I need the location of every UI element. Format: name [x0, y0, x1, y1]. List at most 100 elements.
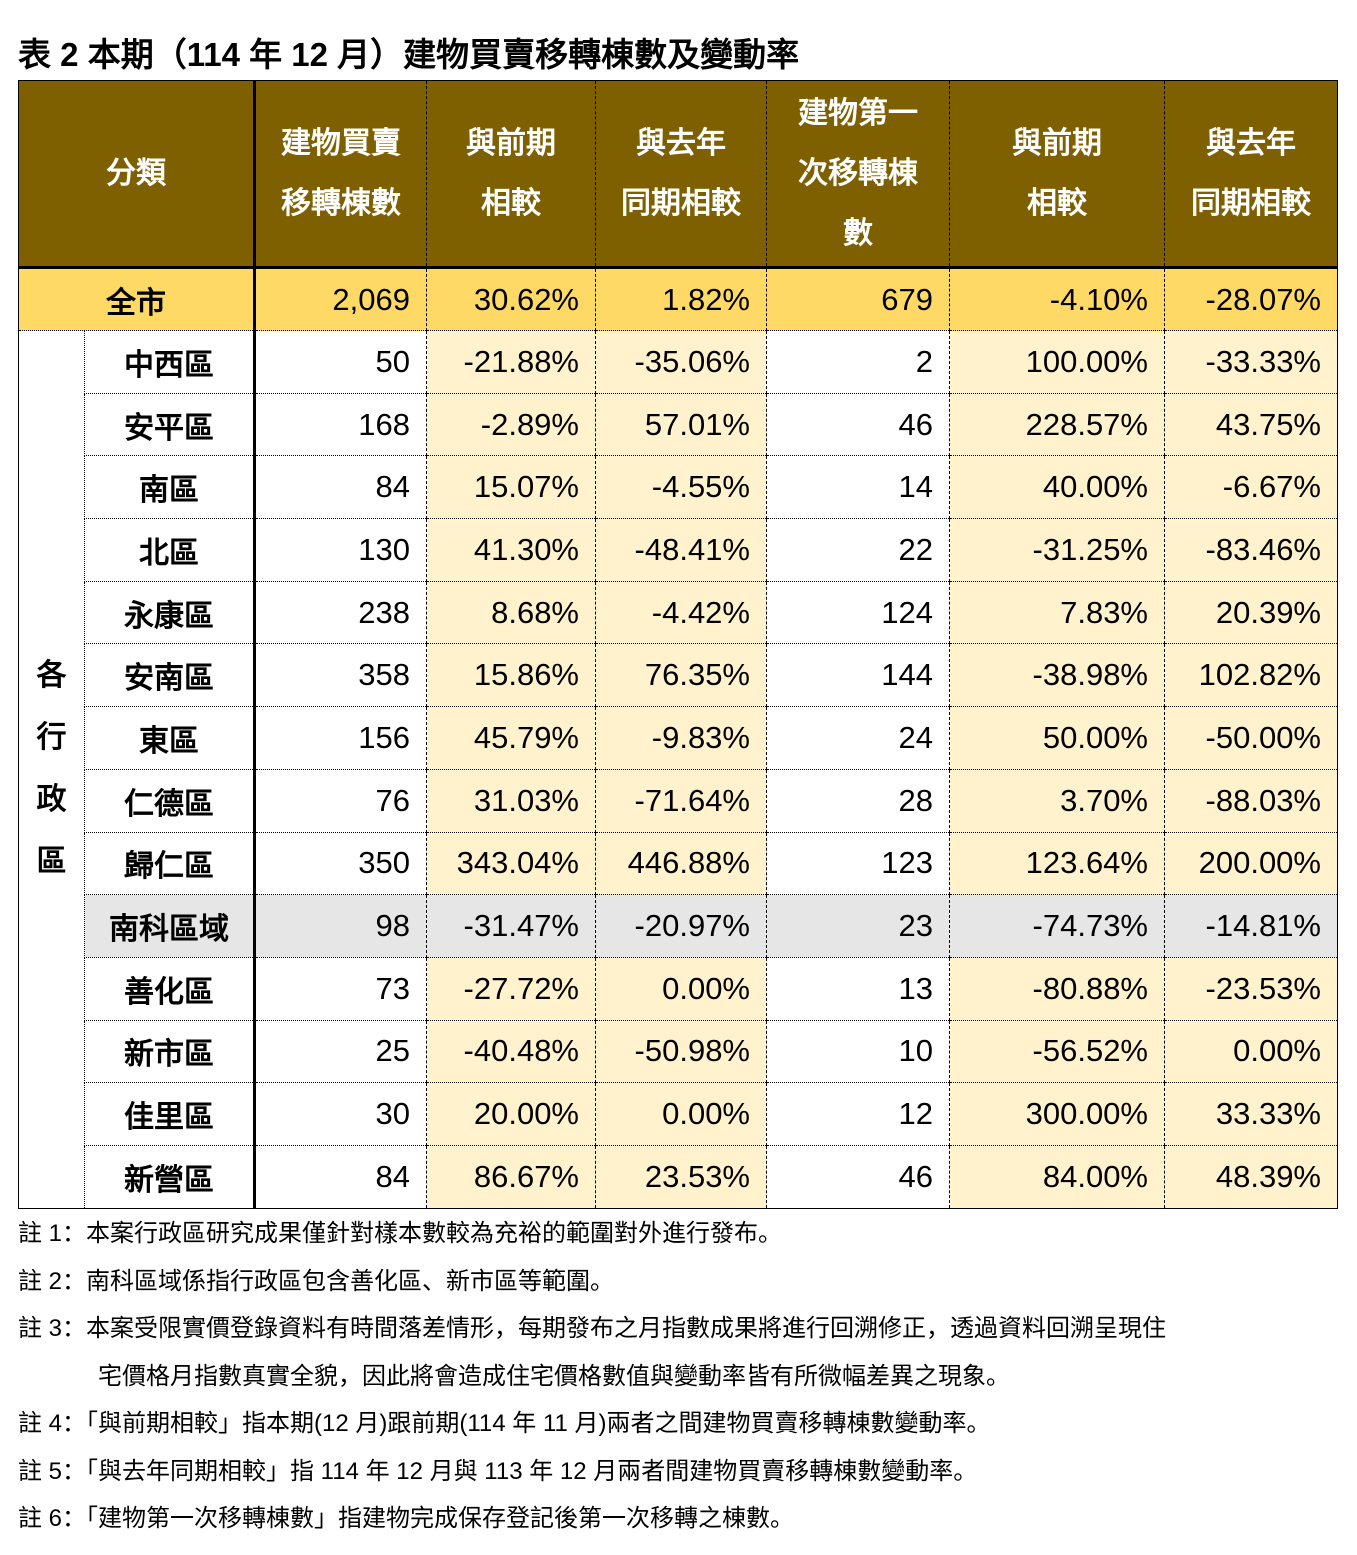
cell-value: 84	[254, 1145, 427, 1209]
district-name: 佳里區	[84, 1082, 256, 1146]
district-name: 安平區	[84, 393, 256, 457]
cell-value: -6.67%	[1164, 455, 1338, 520]
cell-value: -31.25%	[949, 518, 1165, 582]
cell-value: 22	[766, 518, 950, 582]
table-title: 表 2 本期（114 年 12 月）建物買賣移轉棟數及變動率	[18, 36, 800, 73]
cell-value: 123	[766, 832, 950, 896]
cell-value: -14.81%	[1164, 894, 1338, 958]
cell-value: 86.67%	[426, 1145, 596, 1209]
cell-value: 43.75%	[1164, 393, 1338, 457]
cell-value: -2.89%	[426, 393, 596, 457]
table-row: 北區 130 41.30% -48.41% 22 -31.25% -83.46%	[19, 518, 1338, 582]
notes: 註 1：本案行政區研究成果僅針對樣本數較為充裕的範圍對外進行發布。註 2：南科區…	[18, 1210, 1166, 1543]
cell-value: 200.00%	[1164, 832, 1338, 896]
cell-value: 15.86%	[426, 643, 596, 708]
district-name: 仁德區	[84, 769, 256, 833]
footnote: 註 1：本案行政區研究成果僅針對樣本數較為充裕的範圍對外進行發布。	[18, 1220, 783, 1247]
cell-value: -88.03%	[1164, 769, 1338, 833]
cell-value: 23	[766, 894, 950, 958]
cell-value: 8.68%	[426, 581, 596, 645]
cell-value: 50	[254, 330, 427, 394]
district-name: 歸仁區	[84, 832, 256, 896]
cell-value: 57.01%	[595, 393, 767, 457]
footnote: 註 2：南科區域係指行政區包含善化區、新市區等範圍。	[18, 1267, 615, 1295]
cell-value: 30	[254, 1082, 427, 1146]
cell-value: 76.35%	[595, 643, 767, 708]
table-row: 新市區 25 -40.48% -50.98% 10 -56.52% 0.00%	[19, 1020, 1338, 1084]
cell-value: -50.98%	[595, 1020, 767, 1084]
cell-value: 41.30%	[426, 518, 596, 582]
column-header: 與前期 相較	[949, 80, 1165, 268]
table-row: 永康區 238 8.68% -4.42% 124 7.83% 20.39%	[19, 581, 1338, 645]
cell-value: 124	[766, 581, 950, 645]
cell-value: 0.00%	[1164, 1020, 1338, 1084]
cell-value: 50.00%	[949, 706, 1165, 770]
cell-value: 102.82%	[1164, 643, 1338, 708]
cell-value: 76	[254, 769, 427, 833]
cell-value: 0.00%	[595, 1082, 767, 1146]
cell-value: 300.00%	[949, 1082, 1165, 1146]
cell-value: -23.53%	[1164, 957, 1338, 1021]
cell-value: -27.72%	[426, 957, 596, 1021]
cell-value: 31.03%	[426, 769, 596, 833]
footnote: 註 6：「建物第一次移轉棟數」指建物完成保存登記後第一次移轉之棟數。	[18, 1505, 795, 1532]
column-header: 與前期 相較	[426, 80, 596, 268]
cell-value: 2,069	[254, 266, 427, 331]
cell-value: 30.62%	[426, 266, 596, 331]
cell-value: 40.00%	[949, 455, 1165, 520]
cell-value: 20.39%	[1164, 581, 1338, 645]
district-name: 新營區	[84, 1145, 256, 1209]
district-name: 北區	[84, 518, 256, 582]
cell-value: 0.00%	[595, 957, 767, 1021]
cell-value: 228.57%	[949, 393, 1165, 457]
cell-value: -80.88%	[949, 957, 1165, 1021]
cell-value: 238	[254, 581, 427, 645]
district-name: 東區	[84, 706, 256, 770]
table-row: 安平區 168 -2.89% 57.01% 46 228.57% 43.75%	[19, 393, 1338, 457]
table-row: 東區 156 45.79% -9.83% 24 50.00% -50.00%	[19, 706, 1338, 770]
cell-value: 98	[254, 894, 427, 958]
cell-value: -74.73%	[949, 894, 1165, 958]
cell-value: -48.41%	[595, 518, 767, 582]
cell-value: 33.33%	[1164, 1082, 1338, 1146]
cell-value: 350	[254, 832, 427, 896]
cell-value: 144	[766, 643, 950, 708]
cell-value: 358	[254, 643, 427, 708]
district-name: 南區	[84, 455, 256, 520]
cell-value: 13	[766, 957, 950, 1021]
table-row: 南區 84 15.07% -4.55% 14 40.00% -6.67%	[19, 455, 1338, 520]
table-row: 佳里區 30 20.00% 0.00% 12 300.00% 33.33%	[19, 1082, 1338, 1146]
cell-value: 15.07%	[426, 455, 596, 520]
cell-value: 2	[766, 330, 950, 394]
cell-value: 343.04%	[426, 832, 596, 896]
header-row: 分類 建物買賣 移轉棟數 與前期 相較 與去年 同期相較 建物第一 次移轉棟 數與前期 …	[18, 80, 1338, 268]
cell-value: -4.55%	[595, 455, 767, 520]
district-name: 善化區	[84, 957, 256, 1021]
cell-value: 73	[254, 957, 427, 1021]
cell-value: 10	[766, 1020, 950, 1084]
district-name: 新市區	[84, 1020, 256, 1084]
table-row: 新營區 84 86.67% 23.53% 46 84.00% 48.39%	[19, 1145, 1338, 1209]
district-name: 安南區	[84, 643, 256, 708]
footnote: 宅價格月指數真實全貌，因此將會造成住宅價格數值與變動率皆有所微幅差異之現象。	[98, 1362, 1010, 1390]
footnote: 註 4：「與前期相較」指本期(12 月)跟前期(114 年 11 月)兩者之間建…	[18, 1410, 991, 1437]
column-header: 與去年 同期相較	[1164, 80, 1338, 268]
table-row: 各 行 政 區中西區 50 -21.88% -35.06% 2 100.00% -33.33…	[18, 330, 1338, 1209]
cell-value: 84	[254, 455, 427, 520]
cell-value: -33.33%	[1164, 330, 1338, 394]
column-header: 分類	[18, 80, 256, 268]
column-header: 建物買賣 移轉棟數	[254, 80, 427, 268]
cell-value: 446.88%	[595, 832, 767, 896]
cell-value: 3.70%	[949, 769, 1165, 833]
cell-value: 679	[766, 266, 950, 331]
cell-value: -35.06%	[595, 330, 767, 394]
cell-value: -28.07%	[1164, 266, 1338, 331]
cell-value: 130	[254, 518, 427, 582]
table-row: 善化區 73 -27.72% 0.00% 13 -80.88% -23.53%	[19, 957, 1338, 1021]
table-row: 南科區域 98 -31.47% -20.97% 23 -74.73% -14.81%	[19, 894, 1338, 958]
cell-value: 23.53%	[595, 1145, 767, 1209]
cell-value: 168	[254, 393, 427, 457]
table-row: 歸仁區 350 343.04% 446.88% 123 123.64% 200.00%	[19, 832, 1338, 896]
transfer-table: 分類 建物買賣 移轉棟數 與前期 相較 與去年 同期相較 建物第一 次移轉棟 數與前期 …	[18, 80, 1338, 1209]
cell-value: -9.83%	[595, 706, 767, 770]
